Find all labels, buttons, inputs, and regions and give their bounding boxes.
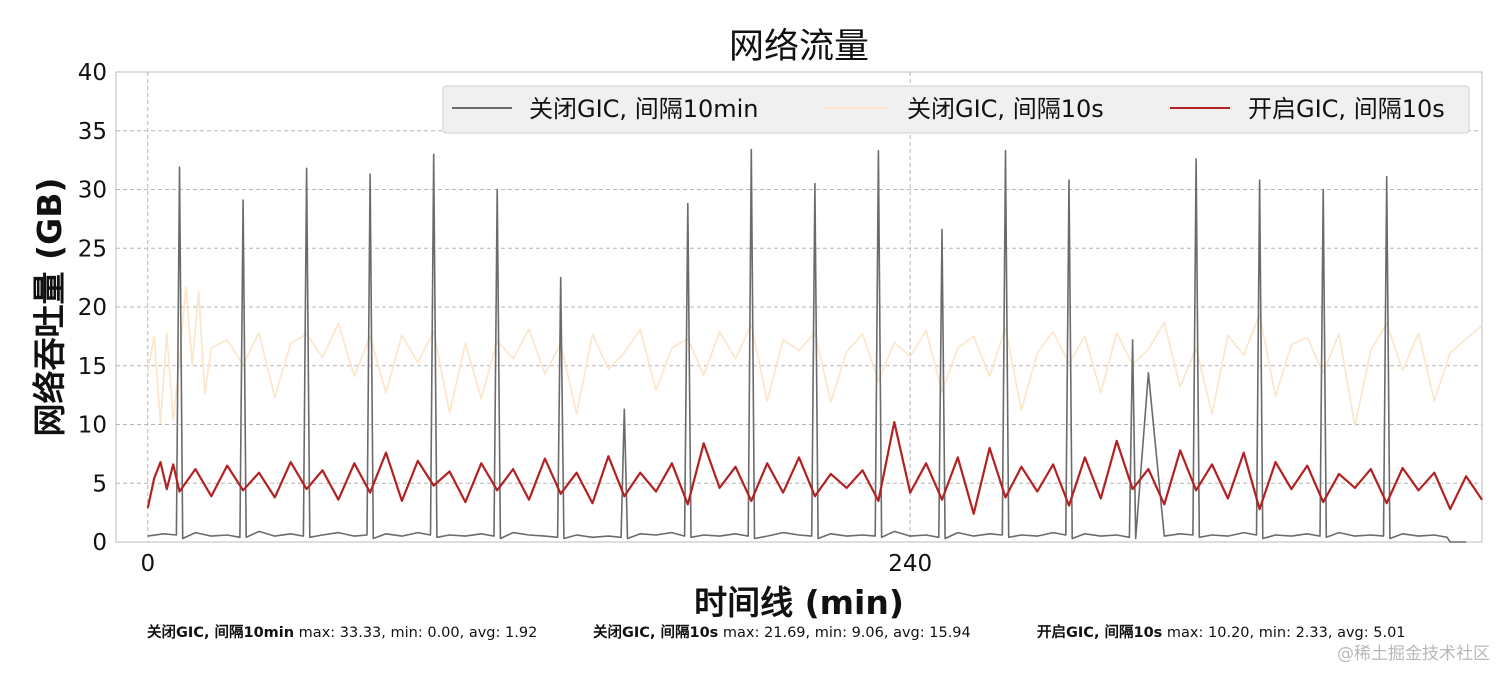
y-axis-label: 网络吞吐量 (GB): [30, 178, 69, 437]
y-axis-ticks: 0 5 10 15 20 25 30 35 40: [78, 60, 107, 556]
y-tick-label: 0: [92, 530, 107, 556]
legend-label-0: 关闭GIC, 间隔10min: [529, 95, 759, 123]
series-line-2: [146, 421, 1483, 515]
y-tick-label: 30: [78, 178, 107, 204]
stats-series-1-values: max: 21.69, min: 9.06, avg: 15.94: [718, 625, 971, 641]
x-tick-label: 240: [888, 551, 932, 577]
stats-series-1-name: 关闭GIC, 间隔10s: [593, 625, 719, 641]
legend-box: [442, 85, 1470, 134]
y-tick-label: 15: [78, 354, 107, 380]
series-line-0: [147, 148, 1467, 543]
x-axis-label: 时间线 (min): [694, 583, 904, 622]
series-line-1: [147, 286, 1483, 427]
x-axis-ticks: 0 240: [140, 551, 932, 577]
chart-title: 网络流量: [729, 27, 869, 67]
x-tick-label: 0: [140, 551, 155, 577]
legend-label-2: 开启GIC, 间隔10s: [1248, 95, 1445, 123]
stats-series-2-values: max: 10.20, min: 2.33, avg: 5.01: [1162, 625, 1406, 641]
watermark: @稀土掘金技术社区: [1337, 644, 1490, 664]
stats-series-2: 开启GIC, 间隔10s max: 10.20, min: 2.33, avg:…: [1037, 621, 1406, 642]
y-tick-label: 25: [78, 236, 107, 262]
y-tick-label: 40: [78, 60, 107, 86]
y-tick-label: 10: [78, 413, 107, 439]
y-tick-label: 35: [78, 119, 107, 145]
stats-series-0-name: 关闭GIC, 间隔10min: [147, 625, 295, 641]
stats-series-0: 关闭GIC, 间隔10min max: 33.33, min: 0.00, av…: [147, 621, 537, 642]
legend-label-1: 关闭GIC, 间隔10s: [907, 95, 1104, 123]
y-tick-label: 20: [78, 295, 107, 321]
legend: 关闭GIC, 间隔10min 关闭GIC, 间隔10s 开启GIC, 间隔10s: [442, 85, 1470, 134]
stats-series-2-name: 开启GIC, 间隔10s: [1037, 625, 1163, 641]
stats-series-0-values: max: 33.33, min: 0.00, avg: 1.92: [294, 625, 538, 641]
stats-series-1: 关闭GIC, 间隔10s max: 21.69, min: 9.06, avg:…: [593, 621, 971, 642]
series-layer: [146, 148, 1483, 543]
y-tick-label: 5: [92, 471, 107, 497]
